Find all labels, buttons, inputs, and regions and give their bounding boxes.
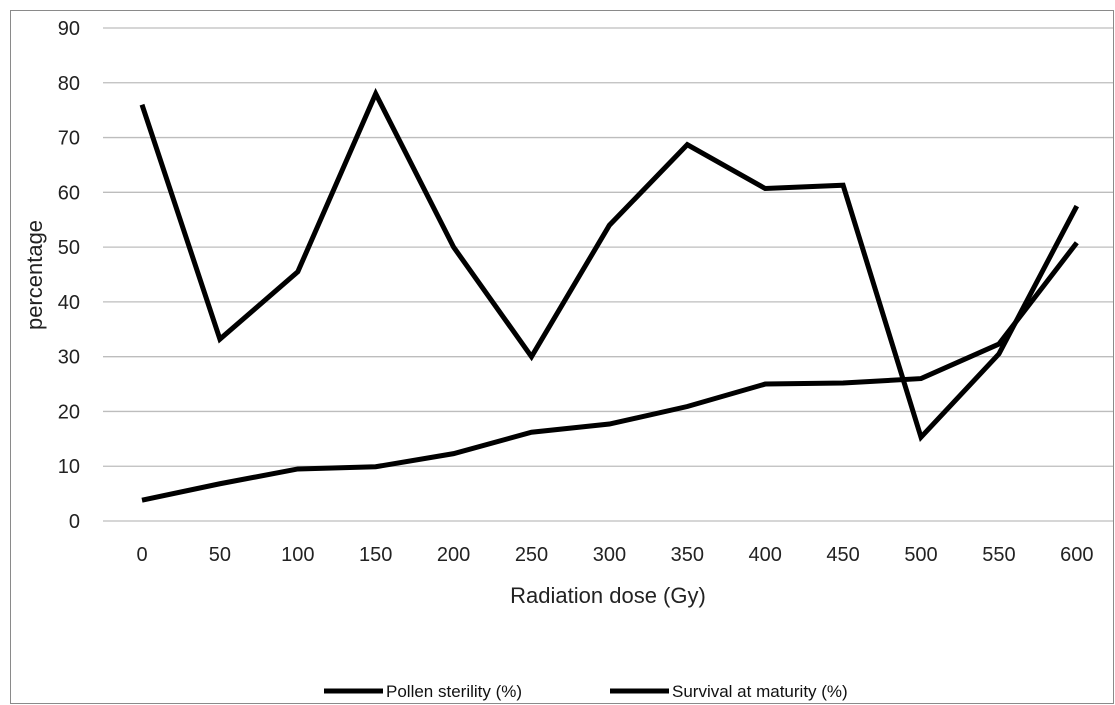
x-tick-label-600: 600 [1060, 544, 1093, 566]
x-tick-label-550: 550 [982, 544, 1015, 566]
y-tick-label-30: 30 [58, 347, 80, 369]
series-line-2 [139, 87, 1080, 443]
y-tick-label-40: 40 [58, 292, 80, 314]
y-tick-label-50: 50 [58, 237, 80, 259]
x-tick-label-400: 400 [749, 544, 782, 566]
y-tick-label-10: 10 [58, 456, 80, 478]
x-tick-label-250: 250 [515, 544, 548, 566]
x-tick-label-150: 150 [359, 544, 392, 566]
series-lines [139, 87, 1080, 503]
x-tick-label-300: 300 [593, 544, 626, 566]
x-tick-label-500: 500 [904, 544, 937, 566]
legend-label-2: Survival at maturity (%) [672, 682, 848, 701]
x-axis-ticks: 0 50 100 150 200 250 300 350 400 450 500 550 600 [136, 544, 1093, 566]
y-tick-label-20: 20 [58, 401, 80, 423]
y-axis-title: percentage [22, 220, 47, 330]
x-tick-label-350: 350 [671, 544, 704, 566]
x-tick-label-450: 450 [826, 544, 859, 566]
legend: Pollen sterility (%) Survival at maturity… [324, 682, 848, 701]
y-tick-label-60: 60 [58, 182, 80, 204]
series-line-1 [141, 241, 1079, 503]
y-axis-ticks: 0 10 20 30 40 50 60 70 80 90 [58, 18, 80, 533]
y-tick-label-90: 90 [58, 18, 80, 40]
x-tick-label-0: 0 [136, 544, 147, 566]
y-tick-label-70: 70 [58, 128, 80, 150]
y-tick-label-80: 80 [58, 73, 80, 95]
x-tick-label-200: 200 [437, 544, 470, 566]
x-axis-title: Radiation dose (Gy) [510, 583, 706, 608]
x-tick-label-100: 100 [281, 544, 314, 566]
gridlines [103, 27, 1113, 522]
y-tick-label-0: 0 [69, 511, 80, 533]
legend-label-1: Pollen sterility (%) [386, 682, 522, 701]
x-tick-label-50: 50 [209, 544, 231, 566]
